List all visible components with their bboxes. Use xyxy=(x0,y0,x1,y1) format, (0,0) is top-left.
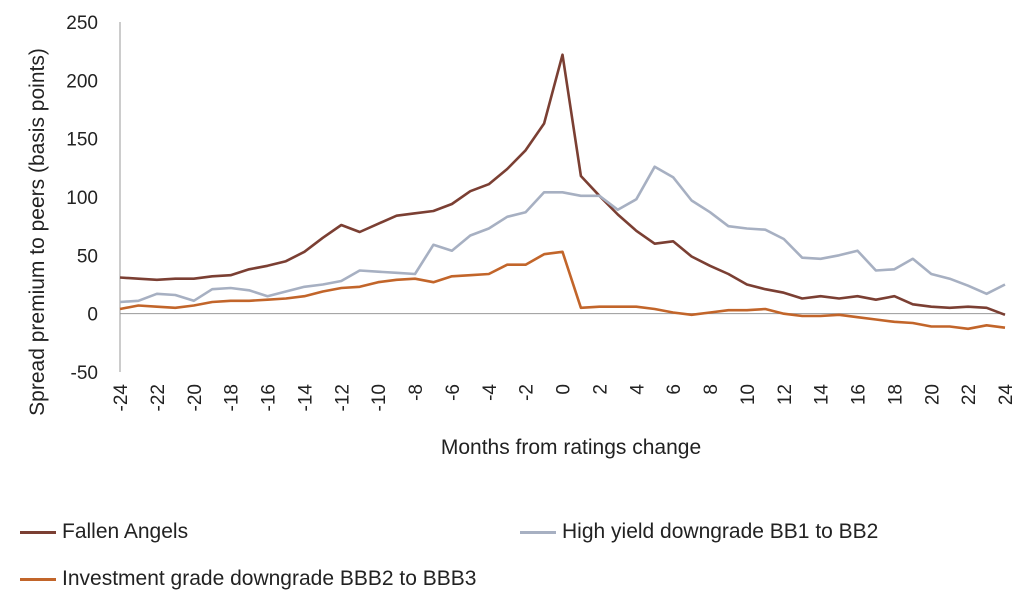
y-tick-label: 250 xyxy=(66,13,98,34)
x-tick-label: -14 xyxy=(295,384,316,412)
y-axis-ticks: -50 0 50 100 150 200 250 xyxy=(66,13,98,384)
x-tick-label: 16 xyxy=(849,384,870,405)
legend-swatch-investment-grade xyxy=(20,577,56,581)
legend-label-fallen-angels: Fallen Angels xyxy=(62,520,189,543)
y-tick-label: 200 xyxy=(66,71,98,92)
y-axis-title: Spread premium to peers (basis points) xyxy=(26,48,49,416)
x-tick-label: -2 xyxy=(517,384,538,401)
legend-item-high-yield: High yield downgrade BB1 to BB2 xyxy=(520,520,878,544)
x-tick-label: 24 xyxy=(996,384,1017,406)
x-tick-label: 18 xyxy=(885,384,906,405)
x-tick-label: -24 xyxy=(111,384,132,412)
x-tick-label: 2 xyxy=(590,384,611,395)
x-tick-label: -16 xyxy=(259,384,280,411)
x-tick-label: -22 xyxy=(148,384,169,411)
y-tick-label: -50 xyxy=(71,363,98,384)
x-axis-ticks: -24 -22 -20 -18 -16 -14 -12 -10 -8 -6 -4 -2 0 2 4 6 8 10 1… xyxy=(111,384,1017,412)
series-line-1 xyxy=(119,165,1006,304)
legend-label-high-yield: High yield downgrade BB1 to BB2 xyxy=(562,520,879,543)
x-tick-label: -6 xyxy=(443,384,464,401)
x-tick-label: 10 xyxy=(738,384,759,405)
x-tick-label: -18 xyxy=(222,384,243,411)
x-tick-label: -12 xyxy=(332,384,353,411)
series-line-0 xyxy=(119,53,1006,317)
series-line-2 xyxy=(119,250,1006,331)
x-tick-label: 6 xyxy=(664,384,685,395)
x-tick-label: -8 xyxy=(406,384,427,401)
legend-swatch-fallen-angels xyxy=(20,530,56,534)
y-tick-label: 150 xyxy=(66,130,98,151)
y-tick-label: 50 xyxy=(77,246,98,267)
legend-label-investment-grade: Investment grade downgrade BBB2 to BBB3 xyxy=(62,567,477,590)
x-tick-label: -20 xyxy=(185,384,206,411)
legend-item-fallen-angels: Fallen Angels xyxy=(20,520,188,544)
x-tick-label: 22 xyxy=(959,384,980,405)
x-tick-label: -10 xyxy=(369,384,390,411)
x-tick-label: 0 xyxy=(554,384,575,395)
x-axis-title: Months from ratings change xyxy=(441,436,701,459)
series-lines xyxy=(119,53,1006,331)
x-tick-label: 14 xyxy=(812,384,833,406)
y-tick-label: 100 xyxy=(66,188,98,209)
x-tick-label: 4 xyxy=(627,384,648,395)
legend-item-investment-grade: Investment grade downgrade BBB2 to BBB3 xyxy=(20,567,476,591)
legend-swatch-high-yield xyxy=(520,530,556,534)
x-tick-label: 8 xyxy=(701,384,722,395)
x-tick-label: 12 xyxy=(775,384,796,405)
y-tick-label: 0 xyxy=(87,305,98,326)
x-tick-label: 20 xyxy=(922,384,943,405)
x-tick-label: -4 xyxy=(480,384,501,401)
